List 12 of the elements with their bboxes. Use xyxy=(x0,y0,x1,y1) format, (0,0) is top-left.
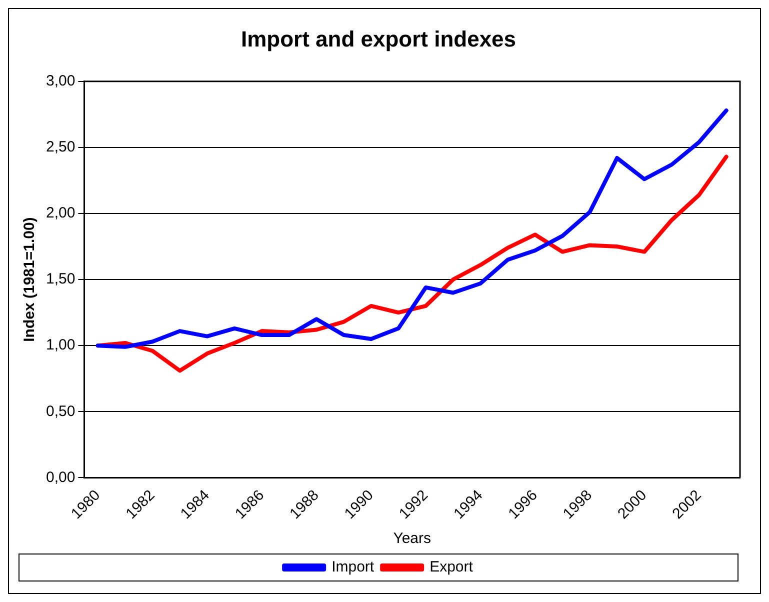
y-tick-label: 1,50 xyxy=(46,270,76,288)
y-tick-label: 2,00 xyxy=(46,204,76,222)
y-tick-label: 2,50 xyxy=(46,138,76,156)
legend-label: Export xyxy=(430,558,474,576)
y-tick-label: 0,50 xyxy=(46,402,76,420)
chart-title: Import and export indexes xyxy=(240,26,516,52)
y-tick-label: 0,00 xyxy=(46,468,76,486)
y-axis-title: Index (1981=1.00) xyxy=(21,217,38,342)
y-tick-label: 1,00 xyxy=(46,336,76,354)
legend-label: Import xyxy=(332,558,375,576)
x-axis-title: Years xyxy=(393,530,432,548)
y-tick-label: 3,00 xyxy=(46,72,76,90)
